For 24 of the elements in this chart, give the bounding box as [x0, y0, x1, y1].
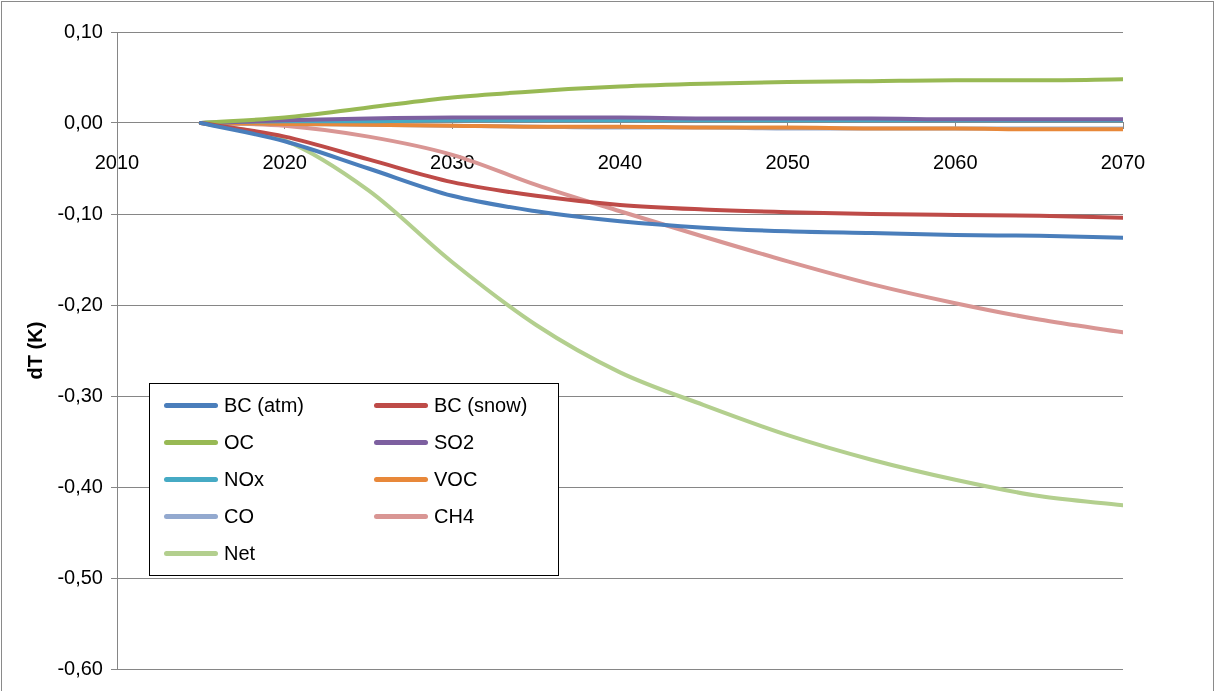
legend-label: CO: [224, 505, 254, 528]
x-tick-label: 2060: [933, 150, 978, 173]
x-tick-label: 2050: [765, 150, 810, 173]
x-tick-label: 2040: [597, 150, 643, 173]
legend-label: BC (snow): [434, 394, 528, 417]
x-tick-label: 2010: [94, 150, 140, 173]
y-tick-label: -0,50: [57, 565, 103, 588]
y-tick-label: 0,10: [64, 19, 103, 42]
legend-label: SO2: [434, 431, 475, 454]
x-tick-label: 2070: [1100, 150, 1146, 173]
legend-label: OC: [224, 431, 254, 454]
y-axis-title: dT (K): [23, 321, 46, 380]
y-tick-label: -0,60: [57, 656, 103, 679]
y-tick-label: -0,40: [57, 474, 103, 497]
legend-label: BC (atm): [224, 394, 304, 417]
y-tick-label: -0,20: [57, 292, 103, 315]
legend-label: NOx: [224, 468, 264, 491]
y-tick-label: -0,30: [57, 383, 103, 406]
y-tick-label: 0,00: [64, 110, 103, 133]
legend-label: Net: [224, 542, 256, 565]
legend-label: VOC: [434, 468, 478, 491]
y-tick-label: -0,10: [57, 201, 103, 224]
x-tick-label: 2020: [262, 150, 307, 173]
legend-label: CH4: [434, 505, 475, 528]
